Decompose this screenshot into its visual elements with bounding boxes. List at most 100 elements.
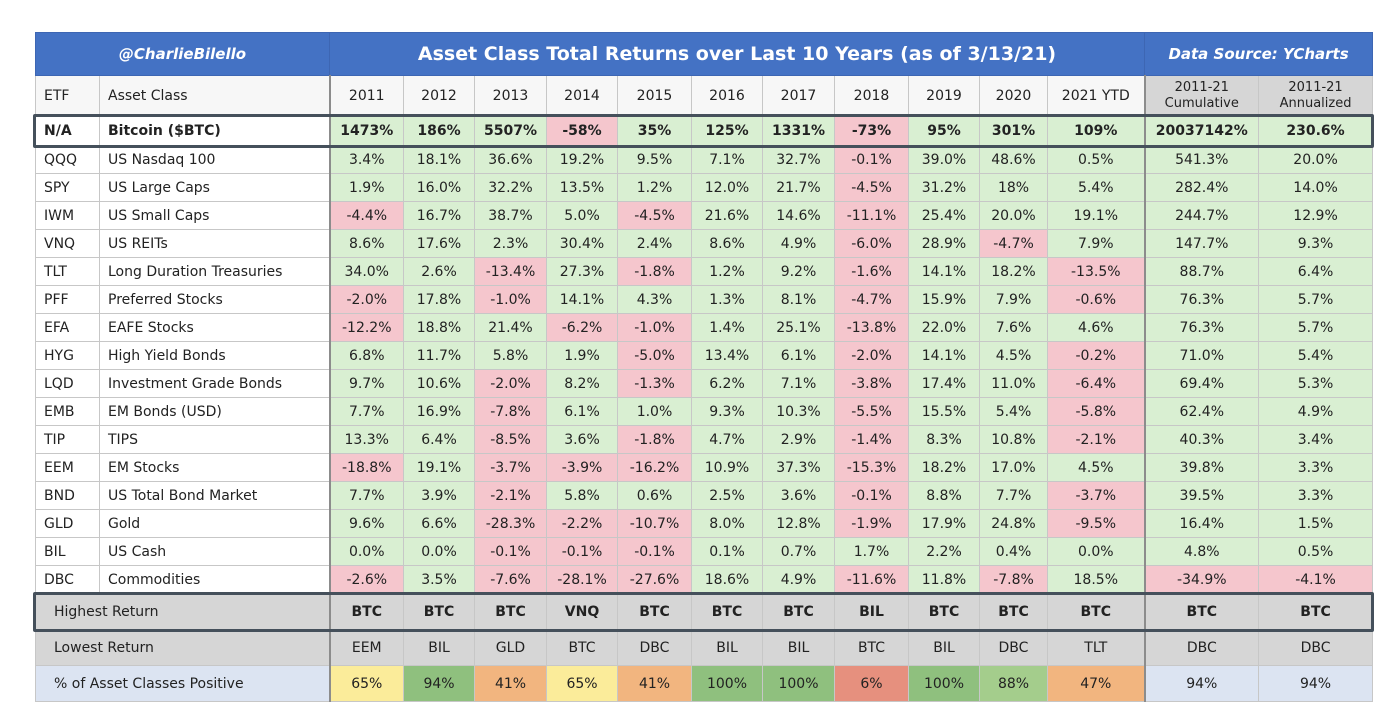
return-cell: 7.1%: [691, 145, 763, 174]
return-cell: -10.7%: [617, 509, 692, 538]
return-cell: 15.5%: [908, 397, 980, 426]
summary-value: BTC: [546, 629, 618, 666]
return-cell: 0.5%: [1046, 145, 1146, 174]
asset-row: SPY US Large Caps 1.9% 16.0% 32.2% 13.5% 1.2% 1…: [35, 173, 1374, 202]
return-cell: -2.0%: [328, 285, 404, 314]
return-cell: 11.0%: [979, 369, 1048, 398]
asset-class-name: EAFE Stocks: [99, 313, 330, 342]
return-cell: 8.8%: [908, 481, 980, 510]
return-cell: 21.6%: [691, 201, 763, 230]
column-header-line: Cumulative: [1164, 95, 1239, 111]
asset-row: IWM US Small Caps -4.4% 16.7% 38.7% 5.0% -4.5%…: [35, 201, 1374, 230]
return-cell: 19.1%: [1046, 201, 1146, 230]
asset-class-name: US Cash: [99, 537, 330, 566]
return-cell: 1.2%: [691, 257, 763, 286]
return-cell: -8.5%: [474, 425, 547, 454]
return-cell: -5.8%: [1046, 397, 1146, 426]
return-cell: 19.2%: [546, 145, 618, 174]
return-cell: 4.5%: [1046, 453, 1146, 482]
return-cell: -0.1%: [617, 537, 692, 566]
summary-value: BTC: [403, 593, 475, 630]
summary-value: 94%: [403, 665, 475, 702]
year-column-header: 2011: [328, 75, 404, 116]
return-cell: 27.3%: [546, 257, 618, 286]
asset-class-name: US Large Caps: [99, 173, 330, 202]
return-cell: 3.9%: [403, 481, 475, 510]
etf-ticker: N/A: [35, 115, 100, 146]
data-source: Data Source: YCharts: [1144, 32, 1374, 76]
asset-row: GLD Gold 9.6% 6.6% -28.3% -2.2% -10.7% 8.0% 12.8…: [35, 509, 1374, 538]
annualized-return-cell: 20.0%: [1258, 145, 1374, 174]
asset-row: PFF Preferred Stocks -2.0% 17.8% -1.0% 14.1% 4…: [35, 285, 1374, 314]
etf-ticker: PFF: [35, 285, 100, 314]
return-cell: 1331%: [762, 115, 835, 146]
etf-column-header: ETF: [35, 75, 100, 116]
return-cell: 31.2%: [908, 173, 980, 202]
return-cell: -28.3%: [474, 509, 547, 538]
return-cell: -12.2%: [328, 313, 404, 342]
etf-ticker: IWM: [35, 201, 100, 230]
summary-value: BTC: [1258, 593, 1374, 630]
return-cell: 18.5%: [1046, 565, 1146, 594]
return-cell: 8.1%: [762, 285, 835, 314]
year-column-header: 2017: [762, 75, 835, 116]
return-cell: 11.7%: [403, 341, 475, 370]
etf-ticker: TLT: [35, 257, 100, 286]
return-cell: 6.8%: [328, 341, 404, 370]
return-cell: 5.8%: [474, 341, 547, 370]
cumulative-return-cell: 62.4%: [1143, 397, 1260, 426]
lowest-return-row: Lowest Return EEM BIL GLD BTC DBC BIL BIL BTC BIL…: [35, 629, 1374, 666]
summary-label: % of Asset Classes Positive: [35, 665, 330, 702]
return-cell: 5.8%: [546, 481, 618, 510]
return-cell: 7.9%: [1046, 229, 1146, 258]
table-title: Asset Class Total Returns over Last 10 Y…: [328, 32, 1146, 76]
return-cell: 7.9%: [979, 285, 1048, 314]
cumulative-column-header: 2011-21 Cumulative: [1143, 75, 1260, 116]
return-cell: -1.4%: [834, 425, 909, 454]
year-column-header: 2019: [908, 75, 980, 116]
return-cell: 3.5%: [403, 565, 475, 594]
return-cell: -73%: [834, 115, 909, 146]
return-cell: 38.7%: [474, 201, 547, 230]
return-cell: 36.6%: [474, 145, 547, 174]
return-cell: 17.6%: [403, 229, 475, 258]
return-cell: -6.2%: [546, 313, 618, 342]
return-cell: 0.4%: [979, 537, 1048, 566]
year-column-header: 2012: [403, 75, 475, 116]
annualized-return-cell: 230.6%: [1258, 115, 1374, 146]
summary-label: Lowest Return: [35, 629, 330, 666]
summary-value: TLT: [1046, 629, 1146, 666]
asset-row: LQD Investment Grade Bonds 9.7% 10.6% -2.0% 8…: [35, 369, 1374, 398]
return-cell: -7.8%: [474, 397, 547, 426]
return-cell: 4.7%: [691, 425, 763, 454]
return-cell: -3.7%: [1046, 481, 1146, 510]
return-cell: 2.5%: [691, 481, 763, 510]
return-cell: -5.0%: [617, 341, 692, 370]
summary-value: 100%: [908, 665, 980, 702]
summary-value: BTC: [474, 593, 547, 630]
return-cell: 18.2%: [908, 453, 980, 482]
return-cell: 9.6%: [328, 509, 404, 538]
cumulative-return-cell: 71.0%: [1143, 341, 1260, 370]
summary-value: 94%: [1258, 665, 1374, 702]
summary-value: EEM: [328, 629, 404, 666]
return-cell: -16.2%: [617, 453, 692, 482]
etf-ticker: EEM: [35, 453, 100, 482]
summary-value: 6%: [834, 665, 909, 702]
cumulative-return-cell: 282.4%: [1143, 173, 1260, 202]
cumulative-return-cell: 88.7%: [1143, 257, 1260, 286]
summary-value: DBC: [979, 629, 1048, 666]
return-cell: 8.6%: [328, 229, 404, 258]
asset-class-column-header: Asset Class: [99, 75, 330, 116]
return-cell: 12.0%: [691, 173, 763, 202]
annualized-return-cell: 14.0%: [1258, 173, 1374, 202]
return-cell: -4.7%: [979, 229, 1048, 258]
return-cell: -15.3%: [834, 453, 909, 482]
return-cell: 1.9%: [546, 341, 618, 370]
return-cell: 20.0%: [979, 201, 1048, 230]
annualized-return-cell: 5.4%: [1258, 341, 1374, 370]
header-row: @CharlieBilello Asset Class Total Return…: [35, 32, 1374, 76]
return-cell: 14.1%: [546, 285, 618, 314]
return-cell: -11.1%: [834, 201, 909, 230]
return-cell: -1.9%: [834, 509, 909, 538]
